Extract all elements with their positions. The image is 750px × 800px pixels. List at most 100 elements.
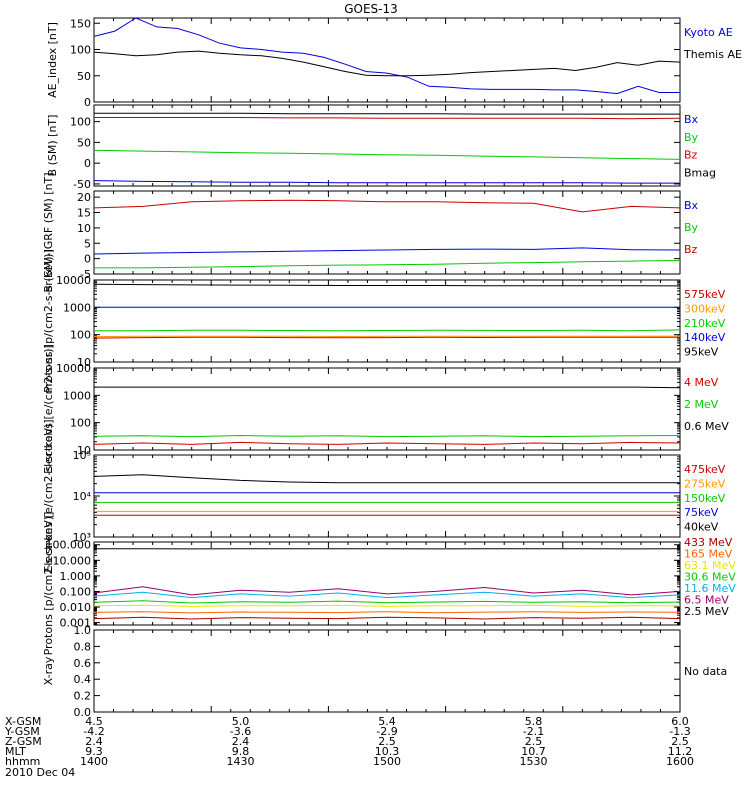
footer-row-label: hhmm: [5, 755, 40, 768]
footer-value: -1.3: [669, 725, 690, 738]
y-tick-label: 10: [77, 444, 91, 457]
legend-label: 75keV: [684, 506, 719, 519]
y-tick-label: 100: [70, 44, 91, 57]
y-axis-label: Protons [p/(cm2-s-sr-keV)]: [42, 249, 55, 393]
legend-label: 95keV: [684, 346, 719, 359]
y-axis-label: B (SM)-IGRF (SM) [nT]: [42, 172, 55, 292]
legend-label: Bx: [684, 113, 699, 126]
series-line-6-5-mev: [93, 586, 681, 596]
y-axis-label: Electrons [e/(cm2-s-sr-keV)]: [42, 419, 55, 572]
legend-label: 0.6 MeV: [684, 420, 729, 433]
footer-value: 6.0: [671, 715, 689, 728]
y-tick-label: -5: [80, 268, 91, 281]
footer-value: 5.0: [232, 715, 250, 728]
y-tick-label: 0.010: [60, 601, 92, 614]
y-tick-label: 100.000: [46, 539, 92, 552]
panel-7: 0.001 0.010 0.100 1.000 10.000 100.000Protons…: [42, 512, 736, 656]
footer-value: 5.8: [525, 715, 543, 728]
footer-value: 1530: [520, 755, 548, 768]
legend-label: 165 MeV: [684, 548, 733, 561]
legend-label: 2.5 MeV: [684, 605, 729, 618]
series-line-30-6-mev: [93, 600, 681, 604]
y-axis-label: X-ray: [42, 656, 55, 685]
y-tick-label: 10000: [56, 274, 91, 287]
legend-label: By: [684, 131, 699, 144]
y-tick-label: 50: [77, 70, 91, 83]
y-tick-label: 50: [77, 136, 91, 149]
footer-value: 10.3: [375, 745, 400, 758]
y-tick-label: -50: [73, 178, 91, 191]
y-tick-label: 10⁴: [73, 490, 92, 503]
y-tick-label: 0.001: [60, 617, 92, 630]
panel-frame: [93, 454, 681, 538]
footer-value: 4.5: [85, 715, 103, 728]
y-tick-label: 10: [77, 356, 91, 369]
legend-label: Bx: [684, 199, 699, 212]
legend-label: 275keV: [684, 477, 726, 490]
footer-value: 2.5: [671, 735, 689, 748]
series-line-40kev: [93, 474, 680, 484]
footer-value: 1430: [227, 755, 255, 768]
legend-label: 4 MeV: [684, 376, 719, 389]
y-tick-label: 10: [77, 222, 91, 235]
y-tick-label: 0: [84, 253, 91, 266]
series-line-bmag: [94, 112, 680, 115]
y-axis-label: Electrons [e/(cm2-s-sr)]: [42, 344, 55, 474]
series-line-by: [93, 149, 681, 160]
legend-label: Bz: [684, 149, 698, 162]
series-line-210kev: [94, 329, 681, 332]
y-tick-label: 5: [84, 237, 91, 250]
y-tick-label: 100: [70, 417, 91, 430]
footer-date: 2010 Dec 04: [5, 766, 75, 779]
y-tick-label: 15: [77, 207, 91, 220]
y-tick-label: 10³: [73, 531, 91, 544]
legend-label: By: [684, 221, 699, 234]
legend-label: 210keV: [684, 317, 726, 330]
legend-label: 300keV: [684, 302, 726, 315]
footer-row-label: MLT: [5, 745, 26, 758]
y-axis-label: Protons [p/(cm2-s-sr-keV)]: [42, 512, 55, 656]
footer-value: 11.2: [668, 745, 693, 758]
legend-label: 433 MeV: [684, 536, 733, 549]
series-line-433-mev: [93, 616, 681, 620]
panel-frame: [93, 367, 681, 451]
legend-label: Kyoto AE: [684, 26, 733, 39]
y-axis-label: AE_index [nT]: [46, 22, 59, 98]
panel-annotation: No data: [684, 665, 727, 678]
footer-ephemeris: X-GSMY-GSMZ-GSMMLThhmm4.5-4.22.49.314005…: [4, 715, 694, 779]
y-tick-label: 0.0: [74, 706, 92, 719]
panel-frame: [93, 629, 681, 713]
footer-value: -2.9: [376, 725, 397, 738]
footer-row-label: Y-GSM: [4, 725, 40, 738]
series-line-themis-ae: [93, 50, 681, 77]
legend-label: 63.1 MeV: [684, 559, 736, 572]
y-tick-label: 1000: [63, 301, 91, 314]
series-line-2-mev: [93, 434, 681, 438]
legend-label: Bmag: [684, 166, 716, 179]
y-tick-label: 10000: [56, 362, 91, 375]
panel-frame: [93, 279, 681, 363]
legend-label: Bz: [684, 243, 698, 256]
footer-value: 10.7: [521, 745, 546, 758]
series-line-bx: [93, 180, 680, 184]
footer-value: 2.5: [378, 735, 396, 748]
y-tick-label: 1000: [63, 389, 91, 402]
y-tick-label: 0: [84, 96, 91, 109]
y-axis-label: B (SM) [nT]: [46, 115, 59, 177]
footer-value: 2.4: [85, 735, 103, 748]
footer-value: 2.5: [525, 735, 543, 748]
series-line-bz: [94, 117, 681, 120]
footer-value: -3.6: [230, 725, 251, 738]
footer-row-label: X-GSM: [5, 715, 41, 728]
panel-2: -50 0 50 100 B (SM) [nT] Bx By Bz Bmag: [46, 104, 716, 191]
y-tick-label: 1.0: [74, 624, 92, 637]
y-tick-label: 20: [77, 191, 91, 204]
y-tick-label: 0.2: [74, 690, 92, 703]
series-line-0-6-mev: [94, 386, 681, 389]
legend-label: Themis AE: [683, 48, 742, 61]
legend-label: 40keV: [684, 521, 719, 534]
